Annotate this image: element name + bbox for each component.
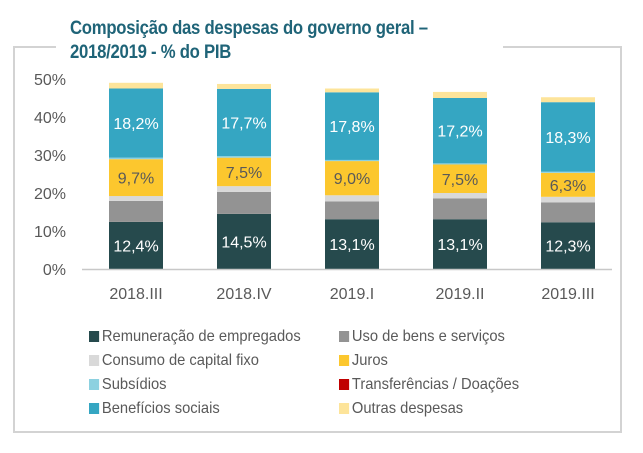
bar-segment [325,201,379,220]
legend-item: Outras despesas [339,398,541,419]
legend: Remuneração de empregados Uso de bens e s… [89,326,559,419]
bar-segment [109,82,163,89]
bar-segment [541,102,595,172]
data-label: 17,8% [329,119,374,136]
legend-swatch [339,355,350,366]
bar-segment [325,88,379,93]
bar-segment [433,98,487,164]
data-label: 17,2% [437,124,482,141]
legend-label: Uso de bens e serviços [351,327,505,345]
legend-item: Remuneração de empregados [89,326,319,347]
data-label: 12,3% [545,239,590,256]
bar-segment [217,191,271,214]
legend-label: Consumo de capital fixo [101,351,259,369]
bar-stack-2019.III: 12,3% 6,3% 18,3% [541,97,595,269]
x-axis: 2018.III 2018.IV 2019.I 2019.II 2019.III [109,286,594,303]
bar-segment [217,88,271,157]
chart-title-line-2: 2018/2019 - % do PIB [70,42,232,63]
bars: 12,4% 9,7% 18,2% 14,5% 7,5% 17,7% 13,1% 9,0% 17,… [109,82,595,269]
legend-swatch [89,379,100,390]
bar-segment [541,172,595,197]
bar-segment [109,88,163,158]
legend-swatch [89,355,100,366]
bar-segment [109,221,163,269]
bar-segment [541,171,595,173]
bar-segment [541,196,595,203]
chart-title: Composição das despesas do governo geral… [70,17,457,65]
bar-stack-2018.III: 12,4% 9,7% 18,2% [109,82,163,269]
bar-stack-2018.IV: 14,5% 7,5% 17,7% [217,83,271,269]
legend-item: Benefícios sociais [89,398,319,419]
bar-segment [109,157,163,160]
legend-item: Subsídios [89,374,319,395]
legend-label: Juros [351,351,388,369]
data-label: 17,7% [221,116,266,133]
bar-segment [217,186,271,192]
y-tick-label: 20% [34,186,66,203]
bar-stack-2019.I: 13,1% 9,0% 17,8% [325,88,379,269]
data-label: 12,4% [113,238,158,255]
bar-segment [433,164,487,193]
y-axis: 0% 10% 20% 30% 40% 50% [34,72,66,279]
bar-segment [325,161,379,196]
bar-segment [541,202,595,223]
legend-swatch [339,379,350,390]
y-tick-label: 30% [34,148,66,165]
bar-segment [325,92,379,160]
data-label: 13,1% [437,237,482,254]
data-label: 13,1% [329,237,374,254]
data-label: 9,0% [334,171,370,188]
x-tick-label: 2019.I [330,286,374,303]
legend-swatch [339,403,350,414]
data-label: 14,5% [221,234,266,251]
bar-segment [433,163,487,165]
bar-segment [325,219,379,269]
bar-stack-2019.II: 13,1% 7,5% 17,2% [433,91,487,269]
data-label: 18,3% [545,130,590,147]
legend-swatch [89,331,100,342]
bar-segment [217,213,271,269]
bar-segment [433,193,487,199]
bar-segment [109,159,163,197]
legend-label: Transferências / Doações [351,375,520,393]
bar-segment [325,159,379,162]
bar-segment [433,198,487,220]
x-tick-label: 2019.II [436,286,485,303]
data-label: 7,5% [226,165,262,182]
legend-label: Outras despesas [351,399,464,417]
bar-segment [109,200,163,222]
y-tick-label: 0% [43,262,66,279]
y-tick-label: 10% [34,224,66,241]
x-tick-label: 2018.IV [216,286,271,303]
bar-segment [109,196,163,201]
bar-segment [217,83,271,89]
x-tick-label: 2019.III [541,286,594,303]
legend-item: Juros [339,350,541,371]
data-label: 6,3% [550,178,586,195]
title-mask [56,40,503,50]
bar-segment [541,222,595,269]
x-tick-label: 2018.III [109,286,162,303]
legend-item: Uso de bens e serviços [339,326,541,347]
legend-label: Benefícios sociais [101,399,220,417]
bar-segment [217,157,271,187]
legend-swatch [89,403,100,414]
data-label: 9,7% [118,171,154,188]
bar-segment [433,219,487,269]
bar-segment [541,97,595,103]
bar-segment [433,91,487,98]
bar-segment [325,195,379,202]
legend-label: Subsídios [101,375,167,393]
legend-item: Transferências / Doações [339,374,541,395]
chart-title-line-1: Composição das despesas do governo geral… [70,18,428,39]
data-label: 7,5% [442,172,478,189]
y-tick-label: 50% [34,72,66,89]
legend-label: Remuneração de empregados [101,327,301,345]
legend-swatch [339,331,350,342]
data-label: 18,2% [113,116,158,133]
bar-segment [217,156,271,158]
y-tick-label: 40% [34,110,66,127]
legend-item: Consumo de capital fixo [89,350,319,371]
